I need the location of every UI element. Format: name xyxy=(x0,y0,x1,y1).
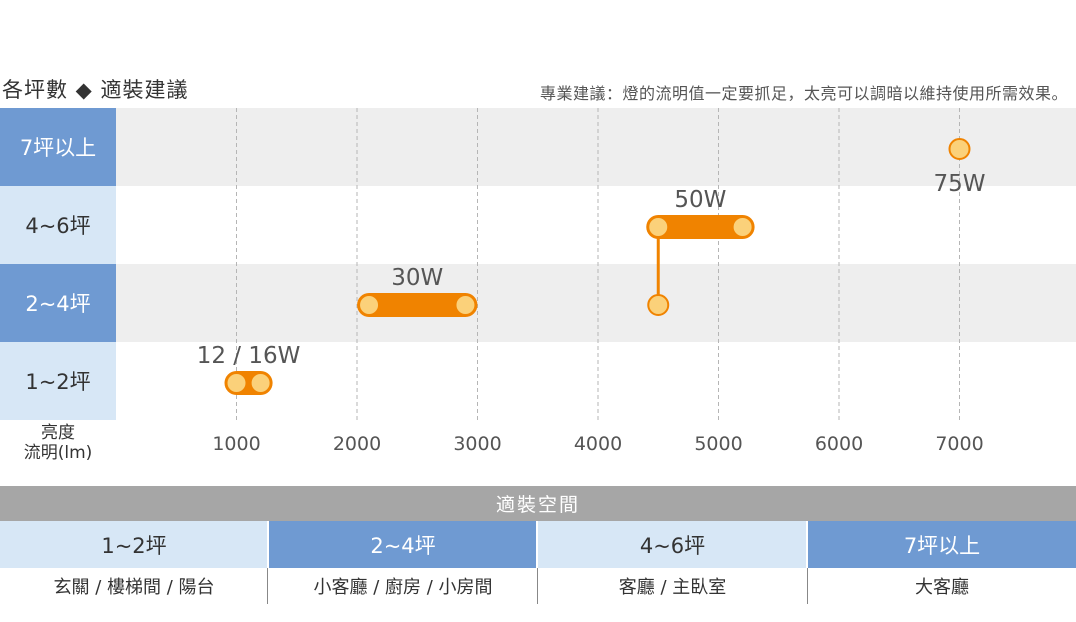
range-label: 50W xyxy=(674,187,726,213)
row-label-2-4: 2~4坪 xyxy=(0,264,116,342)
row-label-4-6: 4~6坪 xyxy=(0,186,116,264)
x-tick-label: 1000 xyxy=(212,433,261,455)
row-band-0 xyxy=(116,108,1076,186)
space-category-4-6: 4~6坪 xyxy=(538,521,807,568)
x-tick-label: 5000 xyxy=(694,433,743,455)
range-bar xyxy=(646,215,755,239)
row-band-1 xyxy=(116,186,1076,264)
range-bar xyxy=(357,293,478,317)
range-label: 75W xyxy=(933,171,985,197)
room-divider xyxy=(807,568,808,604)
space-category-2-4: 2~4坪 xyxy=(269,521,537,568)
spaces-header: 適裝空間 xyxy=(0,486,1076,521)
range-label: 12 / 16W xyxy=(197,343,301,369)
x-tick-label: 7000 xyxy=(935,433,984,455)
space-rooms-4-6: 客廳 / 主臥室 xyxy=(618,577,727,598)
space-rooms-2-4: 小客廳 / 廚房 / 小房間 xyxy=(313,577,493,598)
row-label-7-plus: 7坪以上 xyxy=(0,108,116,186)
column-divider xyxy=(536,521,538,605)
column-divider xyxy=(267,521,269,605)
chart-title: 各坪數 ◆ 適裝建議 xyxy=(2,78,189,102)
space-rooms-1-2: 玄關 / 樓梯間 / 陽台 xyxy=(53,577,215,598)
range-dot-end xyxy=(731,216,754,238)
x-tick-label: 3000 xyxy=(453,433,502,455)
row-band-3 xyxy=(116,342,1076,420)
x-axis-label-line2: 流明(lm) xyxy=(23,443,93,463)
x-tick-label: 6000 xyxy=(814,433,864,455)
range-dot-start xyxy=(647,216,670,238)
x-tick-label: 2000 xyxy=(332,433,382,455)
room-divider xyxy=(537,568,538,604)
row-label-1-2: 1~2坪 xyxy=(0,342,116,420)
x-axis-label: 亮度 流明(lm) xyxy=(0,423,116,463)
space-category-1-2: 1~2坪 xyxy=(0,521,268,568)
x-tick-label: 4000 xyxy=(573,433,623,455)
space-rooms-7-plus: 大客廳 xyxy=(915,577,969,598)
column-divider xyxy=(806,521,808,605)
range-dot-end xyxy=(454,294,477,316)
space-category-7-plus: 7坪以上 xyxy=(808,521,1076,568)
range-dot xyxy=(948,138,971,160)
x-axis-label-line1: 亮度 xyxy=(41,423,75,443)
range-dot-start xyxy=(225,372,248,394)
range-dot-start xyxy=(358,294,381,316)
range-dot-lower xyxy=(647,294,670,316)
room-divider xyxy=(267,568,268,604)
advice-note: 專業建議：燈的流明值一定要抓足，太亮可以調暗以維持使用所需效果。 xyxy=(539,84,1068,103)
row-band-2 xyxy=(116,264,1076,342)
range-label: 30W xyxy=(391,265,443,291)
range-dot-end xyxy=(249,372,272,394)
